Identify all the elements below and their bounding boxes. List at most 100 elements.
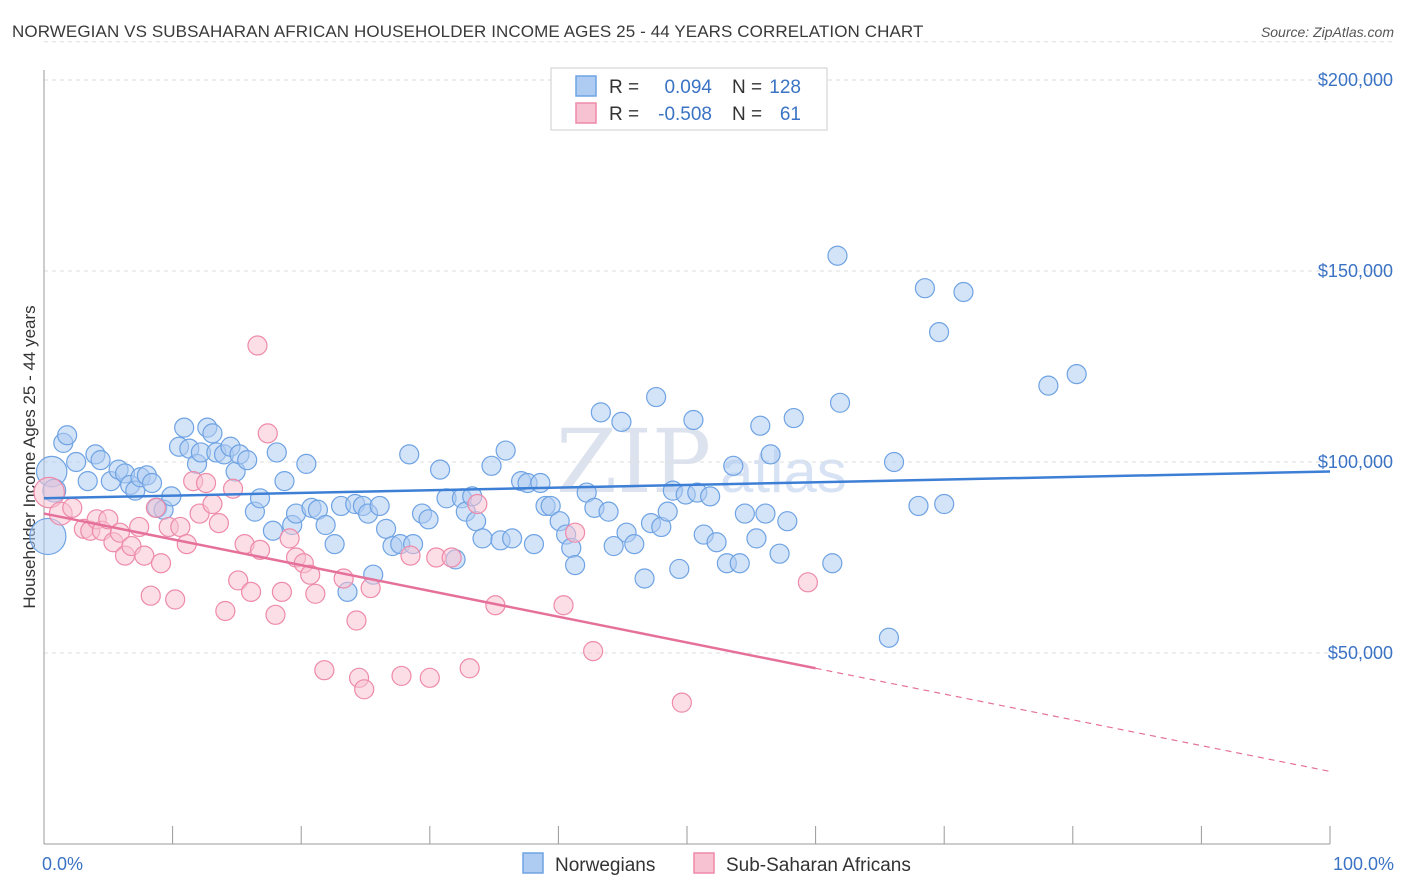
norwegian-point [1066, 364, 1087, 385]
norwegian-point [262, 520, 284, 541]
bottom-legend-swatch-norwegians [522, 852, 544, 874]
norwegian-point [953, 281, 974, 303]
subsaharan-point [202, 493, 223, 515]
norwegian-point [928, 322, 950, 343]
norwegian-point [729, 553, 750, 574]
subsaharan-point [165, 589, 186, 610]
subsaharan-point [208, 513, 229, 534]
norwegian-point [783, 407, 804, 429]
legend-r-label-1: R = [609, 77, 639, 98]
norwegian-point [472, 528, 493, 549]
y-tick-label: $100,000 [1318, 452, 1393, 472]
y-tick-label: $50,000 [1328, 643, 1393, 663]
norwegian-point [141, 472, 163, 494]
norwegian-point [90, 449, 111, 471]
y-tick-label: $200,000 [1318, 70, 1393, 90]
legend-swatch-norwegians [575, 75, 597, 97]
norwegian-point [29, 517, 67, 556]
norwegian-point [77, 471, 98, 492]
norwegian-trend-line [43, 470, 1331, 500]
series-legend: Norwegians Sub-Saharan Africans [522, 852, 911, 876]
norwegian-point [174, 417, 195, 438]
y-axis-tick-labels: $50,000 $100,000 $150,000 $200,000 [1318, 70, 1393, 663]
subsaharan-point [215, 600, 236, 622]
norwegian-point [769, 543, 790, 564]
subsaharan-point [257, 423, 278, 444]
norwegian-point [603, 535, 624, 557]
norwegian-point [66, 451, 87, 473]
subsaharan-point [279, 528, 300, 549]
norwegian-point [598, 501, 619, 522]
legend-n-label-2: N = [732, 104, 762, 125]
norwegian-point [611, 411, 632, 432]
norwegian-point [57, 425, 78, 446]
norwegian-point [1038, 375, 1059, 396]
norwegian-point [399, 444, 420, 465]
legend-r-value-1: 0.094 [664, 77, 712, 98]
subsaharan-point [145, 497, 166, 518]
subsaharan-point [553, 595, 574, 616]
subsaharan-point [134, 545, 155, 566]
x-tick-label-min: 0.0% [42, 854, 83, 874]
norwegian-point [565, 555, 586, 576]
norwegian-point [540, 495, 561, 517]
legend-r-value-2: -0.508 [658, 104, 712, 125]
subsaharan-point [33, 476, 65, 509]
norwegian-point [822, 553, 843, 574]
norwegian-point [481, 455, 502, 476]
norwegian-point [829, 392, 851, 413]
norwegian-point [274, 471, 295, 492]
subsaharan-point [391, 665, 412, 687]
norwegian-point [683, 409, 704, 431]
norwegian-point [202, 423, 223, 444]
norwegian-point [249, 488, 271, 509]
legend-n-value-1: 128 [769, 77, 801, 98]
legend-swatch-subsaharan [575, 102, 597, 124]
norwegian-point [934, 493, 955, 515]
norwegian-point [746, 528, 767, 549]
norwegian-point [590, 402, 611, 423]
subsaharan-point [249, 539, 271, 560]
trend-lines [43, 470, 1331, 773]
norwegian-point [634, 568, 655, 589]
correlation-legend: R = 0.094 N = 128 R = -0.508 N = 61 [550, 67, 828, 131]
legend-r-label-2: R = [609, 104, 639, 125]
data-points [29, 245, 1087, 713]
subsaharan-point [305, 583, 326, 604]
norwegian-point [827, 245, 848, 266]
norwegian-point [296, 453, 317, 475]
norwegian-point [700, 486, 721, 507]
subsaharan-point [459, 658, 480, 679]
norwegian-point [369, 495, 390, 517]
norwegian-point [669, 558, 690, 580]
bottom-legend-swatch-subsaharan [693, 852, 715, 874]
norwegian-point [883, 451, 905, 473]
subsaharan-point [300, 564, 321, 585]
subsaharan-trend-extension [815, 667, 1331, 773]
norwegian-point [657, 501, 678, 522]
norwegian-point [777, 511, 798, 532]
y-tick-label: $150,000 [1318, 261, 1393, 281]
norwegian-point [734, 503, 755, 524]
subsaharan-point [419, 667, 440, 688]
norwegian-point [502, 528, 523, 549]
subsaharan-point [247, 335, 268, 356]
subsaharan-point [314, 660, 335, 681]
subsaharan-point [265, 604, 286, 625]
subsaharan-point [583, 640, 604, 662]
subsaharan-point [467, 493, 488, 515]
source-credit: Source: ZipAtlas.com [1260, 24, 1394, 40]
norwegian-point [429, 459, 451, 480]
subsaharan-point [346, 610, 367, 631]
norwegian-point [266, 442, 287, 463]
norwegian-point [324, 534, 345, 555]
subsaharan-point [271, 581, 293, 602]
norwegian-point [755, 503, 776, 524]
subsaharan-point [228, 570, 249, 591]
norwegian-point [760, 444, 781, 465]
subsaharan-point [400, 545, 421, 566]
norwegian-point [465, 511, 487, 532]
subsaharan-point [98, 509, 119, 530]
legend-n-value-2: 61 [780, 104, 801, 125]
